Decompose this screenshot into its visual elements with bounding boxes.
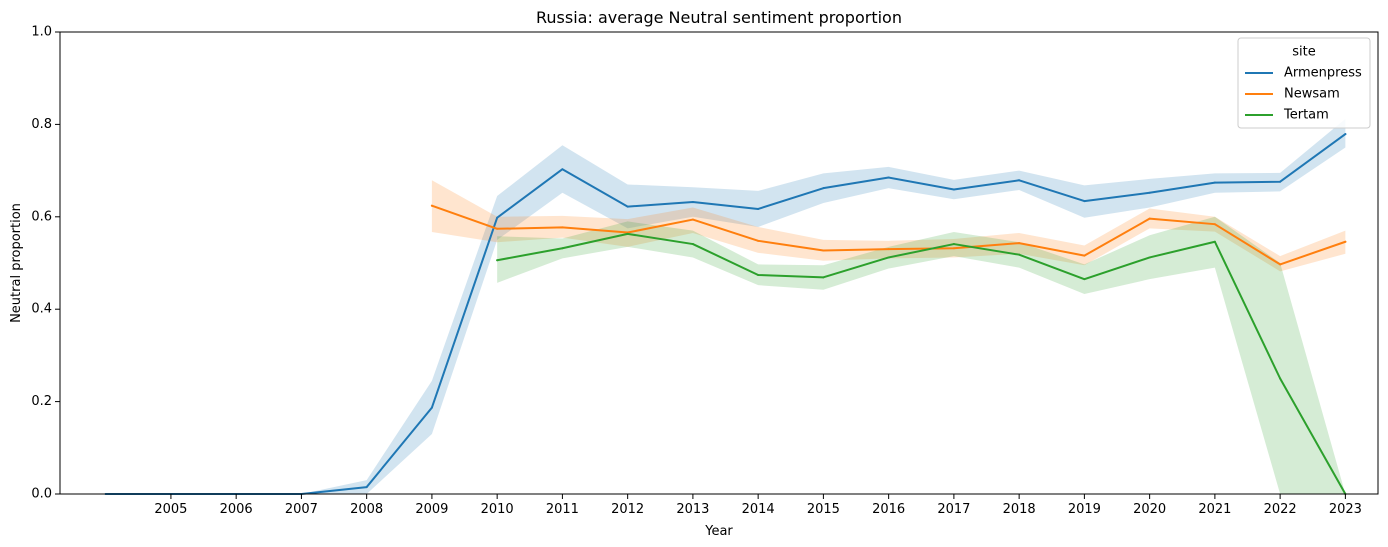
y-tick-label-0.6: 0.6 <box>31 209 52 224</box>
data-point-newsam-2021 <box>1213 223 1216 226</box>
data-point-tertam-2011 <box>561 247 564 250</box>
x-tick-label-2005: 2005 <box>154 502 187 517</box>
data-point-tertam-2012 <box>626 232 629 235</box>
data-point-tertam-2020 <box>1148 256 1151 259</box>
x-tick-label-2022: 2022 <box>1264 502 1297 517</box>
y-tick-label-0.8: 0.8 <box>31 117 52 132</box>
data-point-tertam-2010 <box>496 259 499 262</box>
data-point-tertam-2013 <box>691 243 694 246</box>
x-tick-label-2016: 2016 <box>872 502 905 517</box>
x-tick-label-2017: 2017 <box>937 502 970 517</box>
x-tick-label-2023: 2023 <box>1329 502 1362 517</box>
data-point-armenpress-2011 <box>561 168 564 171</box>
legend-item-armenpress: Armenpress <box>1245 66 1362 81</box>
x-tick-label-2020: 2020 <box>1133 502 1166 517</box>
legend-label-tertam: Tertam <box>1283 108 1329 123</box>
data-point-armenpress-2020 <box>1148 191 1151 194</box>
x-tick-label-2013: 2013 <box>676 502 709 517</box>
x-tick-label-2006: 2006 <box>220 502 253 517</box>
data-point-armenpress-2019 <box>1083 200 1086 203</box>
y-tick-label-1.0: 1.0 <box>31 25 52 40</box>
data-point-armenpress-2016 <box>887 176 890 179</box>
data-point-newsam-2011 <box>561 226 564 229</box>
x-tick-label-2008: 2008 <box>350 502 383 517</box>
data-point-armenpress-2015 <box>822 187 825 190</box>
data-point-newsam-2023 <box>1344 240 1347 243</box>
data-point-tertam-2017 <box>952 243 955 246</box>
legend-title: site <box>1292 45 1315 60</box>
data-point-tertam-2015 <box>822 276 825 279</box>
confidence-bands <box>105 118 1346 495</box>
data-point-armenpress-2009 <box>430 406 433 409</box>
series-lines <box>104 133 1347 495</box>
x-axis-label: Year <box>704 524 733 539</box>
chart-title: Russia: average Neutral sentiment propor… <box>536 8 902 27</box>
x-tick-label-2021: 2021 <box>1198 502 1231 517</box>
x-tick-label-2019: 2019 <box>1068 502 1101 517</box>
data-point-armenpress-2023 <box>1344 133 1347 136</box>
data-point-tertam-2018 <box>1018 253 1021 256</box>
data-point-newsam-2010 <box>496 227 499 230</box>
x-tick-label-2011: 2011 <box>546 502 579 517</box>
data-point-newsam-2017 <box>952 247 955 250</box>
legend-item-newsam: Newsam <box>1245 87 1340 102</box>
y-axis: 0.0 0.2 0.4 0.6 0.8 1.0 <box>31 25 60 502</box>
data-point-armenpress-2010 <box>496 216 499 219</box>
legend-box <box>1237 37 1371 129</box>
data-point-armenpress-2021 <box>1213 181 1216 184</box>
data-point-newsam-2020 <box>1148 217 1151 220</box>
data-point-newsam-2022 <box>1279 263 1282 266</box>
data-point-newsam-2013 <box>691 218 694 221</box>
data-point-newsam-2018 <box>1018 242 1021 245</box>
data-point-newsam-2015 <box>822 249 825 252</box>
series-line-tertam <box>496 232 1347 495</box>
x-tick-label-2018: 2018 <box>1003 502 1036 517</box>
data-point-newsam-2014 <box>757 239 760 242</box>
series-points-newsam <box>430 204 1347 266</box>
confidence-band-newsam <box>431 180 1346 272</box>
y-tick-label-0.4: 0.4 <box>31 302 52 317</box>
data-point-newsam-2016 <box>887 248 890 251</box>
data-point-tertam-2021 <box>1213 240 1216 243</box>
series-line-armenpress <box>104 133 1347 495</box>
data-point-armenpress-2012 <box>626 205 629 208</box>
data-point-armenpress-2022 <box>1279 180 1282 183</box>
data-point-newsam-2019 <box>1083 254 1086 257</box>
x-tick-label-2007: 2007 <box>285 502 318 517</box>
confidence-band-armenpress <box>105 118 1346 495</box>
data-point-armenpress-2008 <box>365 486 368 489</box>
legend-label-armenpress: Armenpress <box>1284 66 1362 81</box>
y-tick-label-0.2: 0.2 <box>31 394 52 409</box>
legend-label-newsam: Newsam <box>1284 87 1340 102</box>
confidence-band-tertam <box>497 216 1346 495</box>
y-tick-label-0.0: 0.0 <box>31 487 52 502</box>
legend: site Armenpress Newsam Tertam <box>1237 37 1371 129</box>
y-axis-label: Neutral proportion <box>9 203 24 323</box>
x-tick-label-2015: 2015 <box>807 502 840 517</box>
data-point-tertam-2014 <box>757 274 760 277</box>
data-point-armenpress-2014 <box>757 207 760 210</box>
data-point-tertam-2016 <box>887 256 890 259</box>
data-point-armenpress-2017 <box>952 188 955 191</box>
x-tick-label-2009: 2009 <box>415 502 448 517</box>
legend-items: Armenpress Newsam Tertam <box>1245 66 1362 123</box>
legend-item-tertam: Tertam <box>1245 108 1329 123</box>
data-point-tertam-2022 <box>1279 377 1282 380</box>
data-point-tertam-2019 <box>1083 278 1086 281</box>
x-tick-label-2012: 2012 <box>611 502 644 517</box>
x-tick-label-2010: 2010 <box>481 502 514 517</box>
data-point-newsam-2009 <box>430 204 433 207</box>
x-axis: 2005 2006 2007 2008 2009 2010 2011 2012 2013 2014… <box>154 494 1362 517</box>
plot-frame <box>59 31 1379 495</box>
x-tick-label-2014: 2014 <box>742 502 775 517</box>
data-point-armenpress-2013 <box>691 201 694 204</box>
data-point-armenpress-2018 <box>1018 179 1021 182</box>
